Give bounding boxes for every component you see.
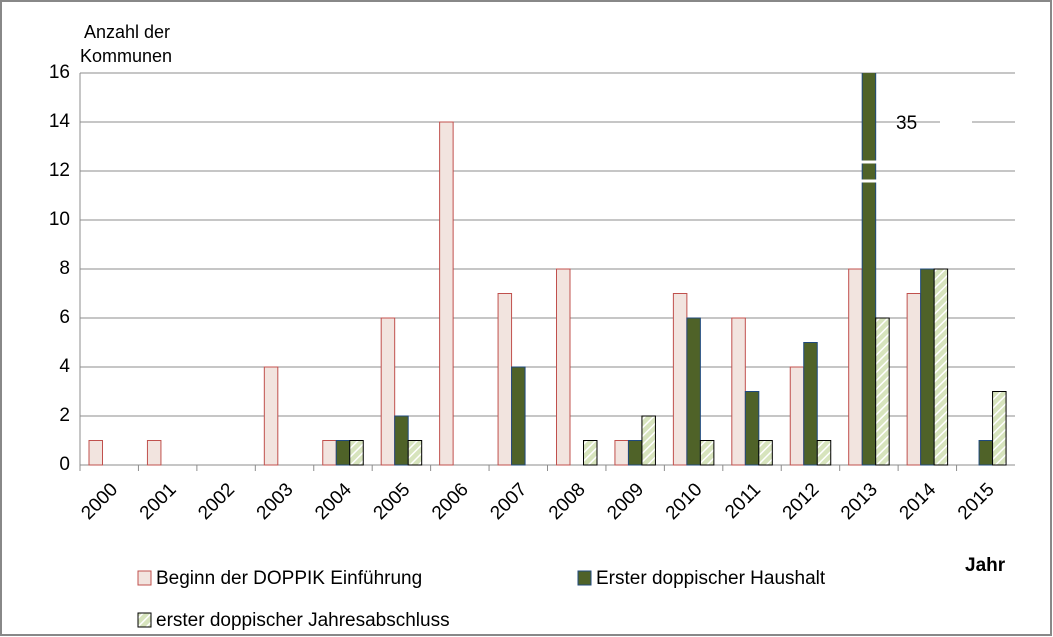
- bar: [614, 440, 629, 466]
- bar: [978, 440, 994, 466]
- y-tick-label: 14: [49, 111, 71, 132]
- legend-swatch: [137, 570, 152, 586]
- bar: [583, 440, 598, 466]
- y-tick-label: 4: [59, 356, 70, 377]
- bar: [511, 366, 526, 466]
- bar: [816, 440, 832, 466]
- bar: [789, 366, 805, 466]
- y-tick-label: 10: [49, 209, 70, 230]
- bar: [439, 121, 454, 466]
- bars: [88, 73, 1007, 466]
- bar: [394, 415, 409, 466]
- y-axis-label: Anzahl der: [84, 22, 170, 42]
- bar: [933, 268, 949, 466]
- data-label: 35: [896, 113, 917, 134]
- bar: [349, 440, 364, 466]
- bar: [920, 268, 935, 466]
- y-axis-label: Kommunen: [80, 46, 172, 66]
- bar: [906, 293, 922, 466]
- axis-break: [850, 160, 890, 183]
- bar: [672, 293, 688, 466]
- bar: [497, 293, 513, 466]
- y-tick-label: 12: [49, 160, 70, 181]
- bar: [861, 73, 877, 466]
- bar: [146, 440, 162, 466]
- legend-label: Beginn der DOPPIK Einführung: [156, 568, 422, 589]
- bar: [556, 268, 571, 466]
- legend: Beginn der DOPPIK Einführung Erster doppi…: [137, 568, 826, 631]
- bar: [641, 415, 656, 466]
- bar: [263, 366, 279, 466]
- legend-label: erster doppischer Jahresabschluss: [156, 610, 450, 631]
- bar: [875, 317, 890, 466]
- bar: [627, 440, 643, 466]
- legend-label: Erster doppischer Haushalt: [596, 568, 826, 589]
- bar: [335, 440, 351, 466]
- bar: [731, 317, 746, 466]
- bar: [380, 317, 396, 466]
- legend-swatch: [577, 570, 592, 586]
- bar: [992, 391, 1007, 466]
- bar: [699, 440, 715, 466]
- bar: [322, 440, 337, 466]
- y-tick-label: 16: [49, 62, 70, 83]
- bar: [848, 268, 863, 466]
- bar: [758, 440, 773, 466]
- y-tick-label: 2: [59, 405, 70, 426]
- y-tick-label: 0: [59, 454, 70, 475]
- y-tick-label: 8: [59, 258, 70, 279]
- bar: [803, 342, 818, 466]
- y-tick-label: 6: [59, 307, 70, 328]
- legend-swatch: [137, 612, 152, 628]
- bar: [407, 440, 423, 466]
- x-axis-label: Jahr: [965, 555, 1006, 576]
- bar: [88, 440, 103, 466]
- bar: [686, 317, 701, 466]
- bar: [744, 391, 760, 466]
